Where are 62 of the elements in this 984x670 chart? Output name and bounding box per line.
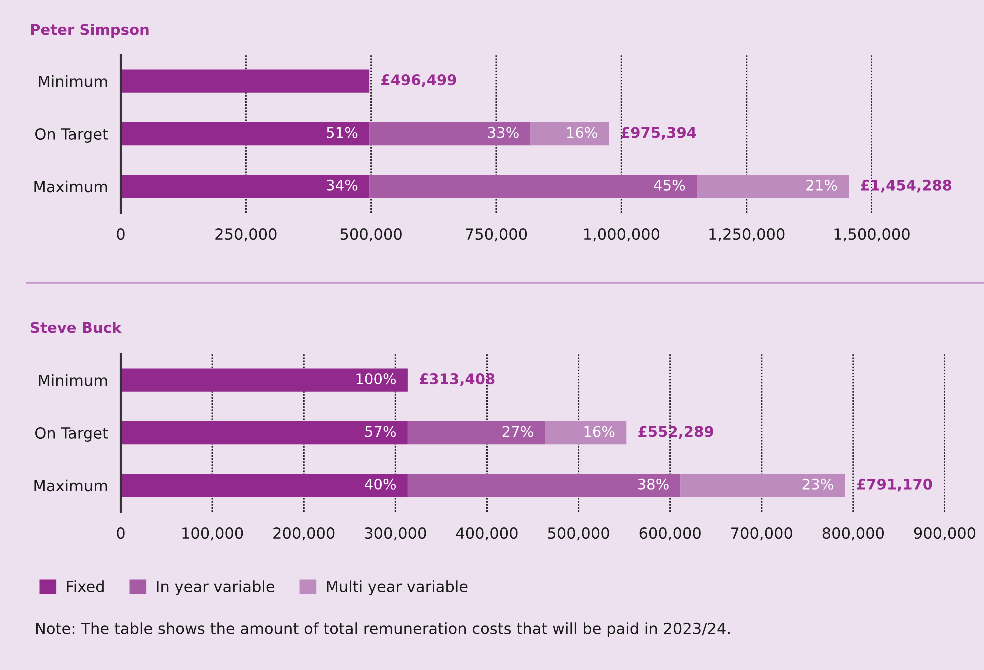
x-tick-label: 100,000 (182, 528, 244, 541)
total-label: £791,170 (857, 478, 932, 492)
bar (121, 122, 370, 146)
total-label: £1,454,288 (861, 180, 952, 193)
bar (697, 175, 850, 198)
x-tick-label: 1,500,000 (834, 228, 910, 242)
annotation: 100% (356, 374, 396, 385)
total-label: £975,394 (621, 127, 696, 140)
bar (121, 70, 370, 93)
x-tick-label: 500,000 (340, 228, 402, 242)
bar (121, 368, 408, 392)
bar (121, 175, 370, 198)
annotation: 27% (502, 426, 534, 438)
annotation: 16% (584, 426, 615, 438)
annotation: 34% (327, 180, 358, 191)
x-tick-label: 1,000,000 (584, 228, 660, 242)
bar (121, 421, 408, 445)
bar (545, 421, 627, 445)
annotation: 21% (806, 180, 838, 191)
total-label: £313,408 (420, 374, 495, 386)
x-tick-label: 600,000 (640, 528, 701, 541)
x-tick-label: 300,000 (365, 528, 426, 541)
y-tick-label: On Target (36, 427, 108, 442)
x-tick-label: 900,000 (914, 528, 976, 541)
x-tick-label: 700,000 (732, 528, 792, 541)
annotation: 16% (567, 127, 598, 138)
x-tick-label: 400,000 (456, 528, 518, 541)
x-tick-label: 800,000 (822, 528, 884, 541)
annotation: 38% (638, 478, 669, 490)
x-tick-label: 1,250,000 (710, 228, 785, 242)
bar (370, 175, 698, 198)
x-tick-label: 0 (117, 528, 125, 540)
legend-label: Multi year variable (327, 580, 468, 596)
y-tick-label: Minimum (39, 76, 108, 88)
annotation: 33% (488, 127, 519, 138)
total-label: £496,499 (382, 74, 456, 88)
annotation: 23% (802, 478, 834, 490)
annotation: 40% (365, 478, 396, 490)
y-tick-label: Maximum (34, 480, 108, 492)
x-tick-label: 200,000 (274, 528, 335, 541)
total-label: £552,289 (638, 426, 714, 440)
bar (370, 122, 531, 146)
y-tick-label: Minimum (39, 374, 108, 386)
bar (408, 421, 546, 445)
annotation: 45% (654, 180, 686, 191)
bar (121, 474, 408, 498)
x-tick-label: 250,000 (216, 228, 277, 242)
x-tick-label: 500,000 (548, 528, 610, 541)
bar (408, 474, 681, 498)
chart-title: Peter Simpson (31, 24, 149, 38)
annotation: 51% (327, 127, 358, 138)
bar (530, 122, 610, 146)
y-tick-label: On Target (36, 128, 108, 143)
bar (680, 474, 846, 498)
text: Note: The table shows the amount of total remuneration costs that will be paid in 2023/24. (36, 622, 730, 638)
annotation: 57% (366, 426, 396, 438)
x-tick-label: 750,000 (466, 228, 528, 242)
legend-label: In year variable (157, 580, 275, 596)
x-tick-label: 0 (117, 228, 125, 240)
y-tick-label: Maximum (34, 180, 108, 193)
chart-title: Steve Buck (31, 322, 122, 334)
legend-label: Fixed (67, 580, 104, 592)
